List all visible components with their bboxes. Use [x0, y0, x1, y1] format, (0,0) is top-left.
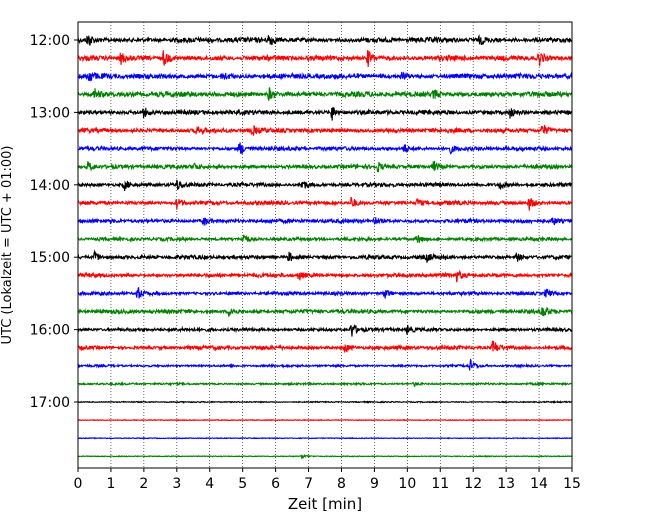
trace-line	[77, 249, 573, 263]
x-tick-label: 15	[563, 476, 581, 492]
vertical-grid	[77, 22, 573, 468]
x-tick-label: 0	[74, 476, 83, 492]
trace-line	[77, 142, 573, 155]
y-tick-label: 13:00	[30, 105, 70, 121]
y-axis-label: UTC (Lokalzeit = UTC + 01:00)	[0, 146, 15, 345]
trace-line	[77, 50, 573, 67]
x-tick-label: 9	[370, 476, 379, 492]
x-tick-label: 6	[271, 476, 280, 492]
y-tick-label: 15:00	[30, 250, 70, 266]
y-axis: 12:00 13:00 14:00 15:00 16:00 17:00	[30, 33, 78, 411]
trace-line	[77, 358, 573, 371]
x-tick-label: 8	[337, 476, 346, 492]
trace-line	[77, 287, 573, 299]
trace-line	[77, 436, 573, 440]
y-tick-label: 12:00	[30, 33, 70, 49]
trace-line	[77, 234, 573, 243]
x-tick-label: 5	[238, 476, 247, 492]
x-tick-label: 1	[106, 476, 115, 492]
trace-line	[77, 71, 573, 82]
x-tick-label: 2	[139, 476, 148, 492]
x-axis-label: Zeit [min]	[288, 495, 362, 513]
x-tick-label: 12	[464, 476, 482, 492]
x-tick-label: 11	[431, 476, 449, 492]
x-axis: 0 1 2 3 4 5 6 7 8 9 10 11 12 13 14 15	[74, 468, 581, 492]
y-tick-label: 14:00	[30, 178, 70, 194]
trace-line	[77, 160, 573, 173]
x-tick-label: 14	[530, 476, 548, 492]
x-tick-label: 13	[497, 476, 515, 492]
trace-line	[77, 380, 573, 388]
trace-group	[77, 34, 573, 460]
trace-line	[77, 418, 573, 422]
trace-line	[77, 87, 573, 101]
x-tick-label: 4	[205, 476, 214, 492]
trace-line	[77, 106, 573, 121]
x-tick-label: 10	[398, 476, 416, 492]
trace-line	[77, 217, 573, 226]
trace-line	[77, 307, 573, 317]
y-tick-label: 17:00	[30, 395, 70, 411]
trace-line	[77, 34, 573, 46]
trace-line	[77, 400, 573, 404]
y-tick-label: 16:00	[30, 323, 70, 339]
x-tick-label: 7	[304, 476, 313, 492]
plot-frame	[77, 21, 573, 469]
trace-line	[77, 196, 573, 211]
trace-line	[77, 453, 573, 460]
trace-line	[77, 340, 573, 353]
trace-line	[77, 324, 573, 337]
trace-line	[77, 124, 573, 136]
x-tick-label: 3	[172, 476, 181, 492]
trace-line	[77, 269, 573, 283]
trace-line	[77, 179, 573, 192]
